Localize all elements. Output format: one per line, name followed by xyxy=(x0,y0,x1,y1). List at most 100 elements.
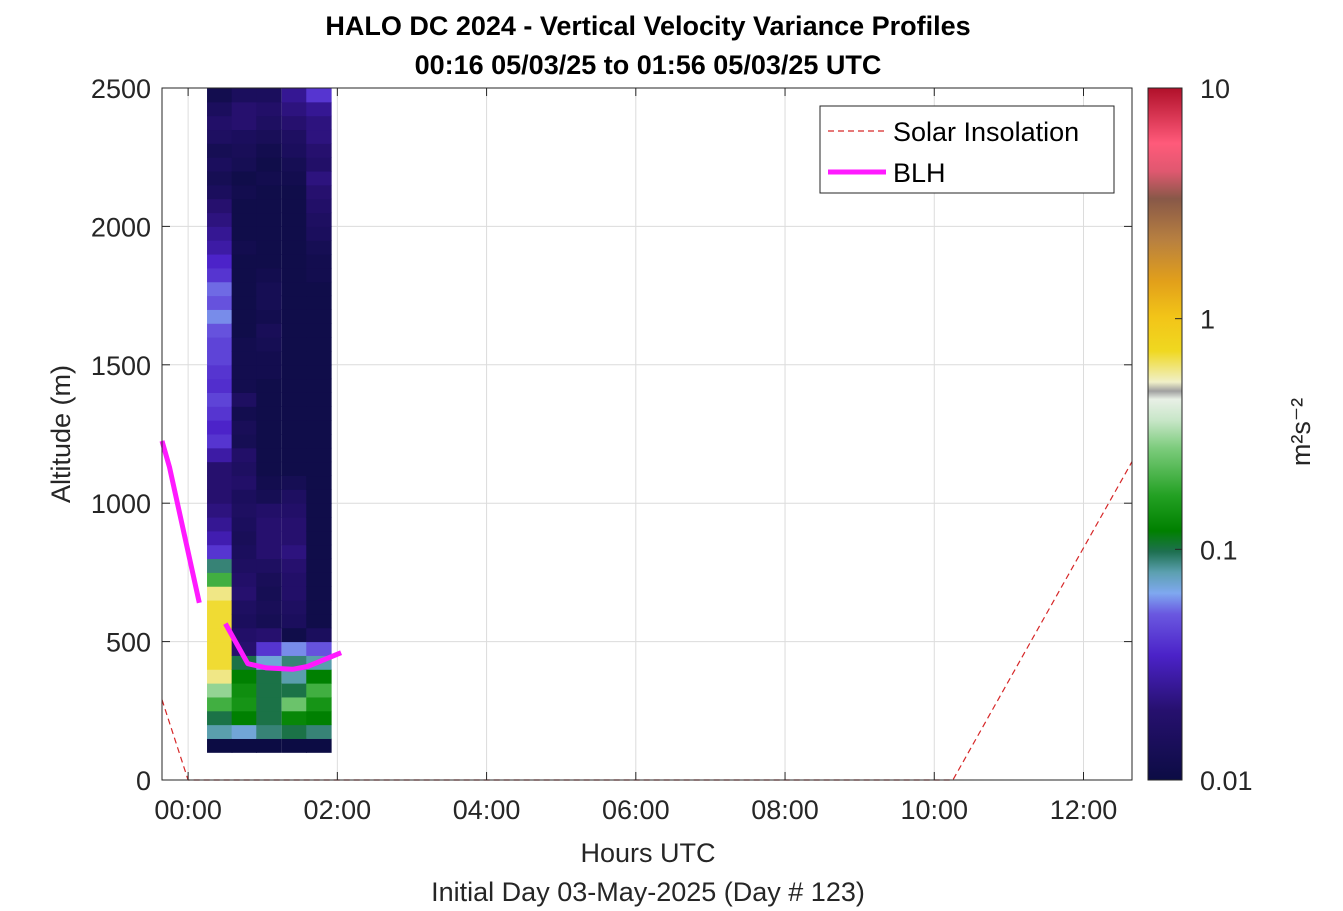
heatmap-cell xyxy=(207,115,233,131)
heatmap-cell xyxy=(306,434,332,449)
heatmap-cell xyxy=(256,226,282,241)
heatmap-cell xyxy=(281,600,307,615)
heatmap-cell xyxy=(231,350,257,366)
heatmap-cell xyxy=(231,530,257,546)
heatmap-cell xyxy=(281,738,307,753)
x-tick-label: 02:00 xyxy=(304,795,372,825)
heatmap-cell xyxy=(231,337,257,352)
chart-title: HALO DC 2024 - Vertical Velocity Varianc… xyxy=(325,11,970,41)
heatmap-cell xyxy=(231,627,257,643)
heatmap-cell xyxy=(306,171,332,186)
heatmap-cell xyxy=(256,434,282,449)
heatmap-cell xyxy=(306,323,332,338)
heatmap-cell xyxy=(207,489,233,504)
heatmap-cell xyxy=(207,129,233,144)
heatmap-cell xyxy=(281,129,307,144)
heatmap-cell xyxy=(207,198,233,214)
heatmap-cell xyxy=(281,212,307,227)
heatmap-cell xyxy=(207,586,233,601)
heatmap-cell xyxy=(256,323,282,338)
heatmap-cell xyxy=(281,627,307,643)
heatmap-cell xyxy=(256,129,282,144)
heatmap-cell xyxy=(207,696,233,712)
heatmap-cell xyxy=(281,586,307,601)
heatmap-cell xyxy=(207,309,233,324)
heatmap-cell xyxy=(306,129,332,144)
heatmap-cell xyxy=(231,101,257,117)
heatmap-cell xyxy=(281,364,307,380)
heatmap-cell xyxy=(281,378,307,393)
heatmap-cell xyxy=(231,212,257,227)
x-tick-label: 06:00 xyxy=(602,795,670,825)
heatmap-cell xyxy=(306,101,332,117)
heatmap-cell xyxy=(256,696,282,712)
heatmap-cell xyxy=(281,461,307,477)
y-tick-label: 2500 xyxy=(91,74,151,104)
heatmap-cell xyxy=(281,544,307,560)
heatmap-cell xyxy=(207,295,233,310)
heatmap-cell xyxy=(207,184,233,200)
heatmap-cell xyxy=(306,738,332,753)
heatmap-cell xyxy=(231,489,257,504)
heatmap-cell xyxy=(306,157,332,172)
heatmap-cell xyxy=(256,683,282,698)
heatmap-cell xyxy=(207,517,233,532)
heatmap-cell xyxy=(256,724,282,739)
heatmap-cell xyxy=(207,350,233,366)
heatmap-cell xyxy=(231,281,257,297)
heatmap-cell xyxy=(256,461,282,477)
plot-frame xyxy=(161,87,1133,781)
heatmap-cell xyxy=(306,88,332,103)
x-tick-label: 04:00 xyxy=(453,795,521,825)
heatmap-cell xyxy=(306,710,332,726)
heatmap-cell xyxy=(231,309,257,324)
heatmap-cell xyxy=(207,710,233,726)
heatmap-cell xyxy=(207,337,233,352)
heatmap-cell xyxy=(231,710,257,726)
heatmap-cell xyxy=(281,572,307,587)
heatmap-cell xyxy=(207,475,233,490)
heatmap-cell xyxy=(281,171,307,186)
heatmap-cell xyxy=(256,337,282,352)
y-tick-label: 1500 xyxy=(91,351,151,381)
heatmap-cell xyxy=(306,309,332,324)
heatmap-cell xyxy=(231,683,257,698)
heatmap-cell xyxy=(281,434,307,449)
heatmap-cell xyxy=(231,267,257,283)
heatmap-cell xyxy=(306,586,332,601)
colorbar-ticks: 0.01 0.1 1 10 xyxy=(1175,74,1253,796)
heatmap-cell xyxy=(281,669,307,684)
heatmap-cell xyxy=(306,406,332,421)
heatmap-cell xyxy=(231,600,257,615)
heatmap-cell xyxy=(207,254,233,269)
heatmap-cell xyxy=(231,738,257,753)
heatmap-cell xyxy=(207,655,233,670)
heatmap-cell xyxy=(207,406,233,421)
heatmap-cell xyxy=(281,337,307,352)
heatmap-cell xyxy=(306,350,332,366)
heatmap-cell xyxy=(207,530,233,546)
heatmap-cell xyxy=(281,281,307,297)
heatmap-cell xyxy=(231,88,257,103)
heatmap-cell xyxy=(281,613,307,629)
heatmap-cell xyxy=(256,600,282,615)
heatmap-cell xyxy=(281,143,307,158)
heatmap-cell xyxy=(256,406,282,421)
heatmap-cell xyxy=(306,337,332,352)
heatmap-cell xyxy=(306,489,332,504)
heatmap-cell xyxy=(207,378,233,393)
heatmap-cell xyxy=(306,267,332,283)
heatmap-cell xyxy=(306,669,332,684)
heatmap-cell xyxy=(231,475,257,490)
heatmap-cell xyxy=(231,254,257,269)
blh-line-1 xyxy=(223,622,343,672)
heatmap-cell xyxy=(231,198,257,214)
heatmap-cell xyxy=(306,447,332,463)
series-lines xyxy=(159,440,1133,781)
heatmap-cell xyxy=(231,613,257,629)
legend-box xyxy=(819,105,1115,194)
heatmap-cell xyxy=(231,517,257,532)
heatmap-cell xyxy=(306,143,332,158)
heatmap-cell xyxy=(231,558,257,573)
legend-blh-label: BLH xyxy=(893,158,946,188)
